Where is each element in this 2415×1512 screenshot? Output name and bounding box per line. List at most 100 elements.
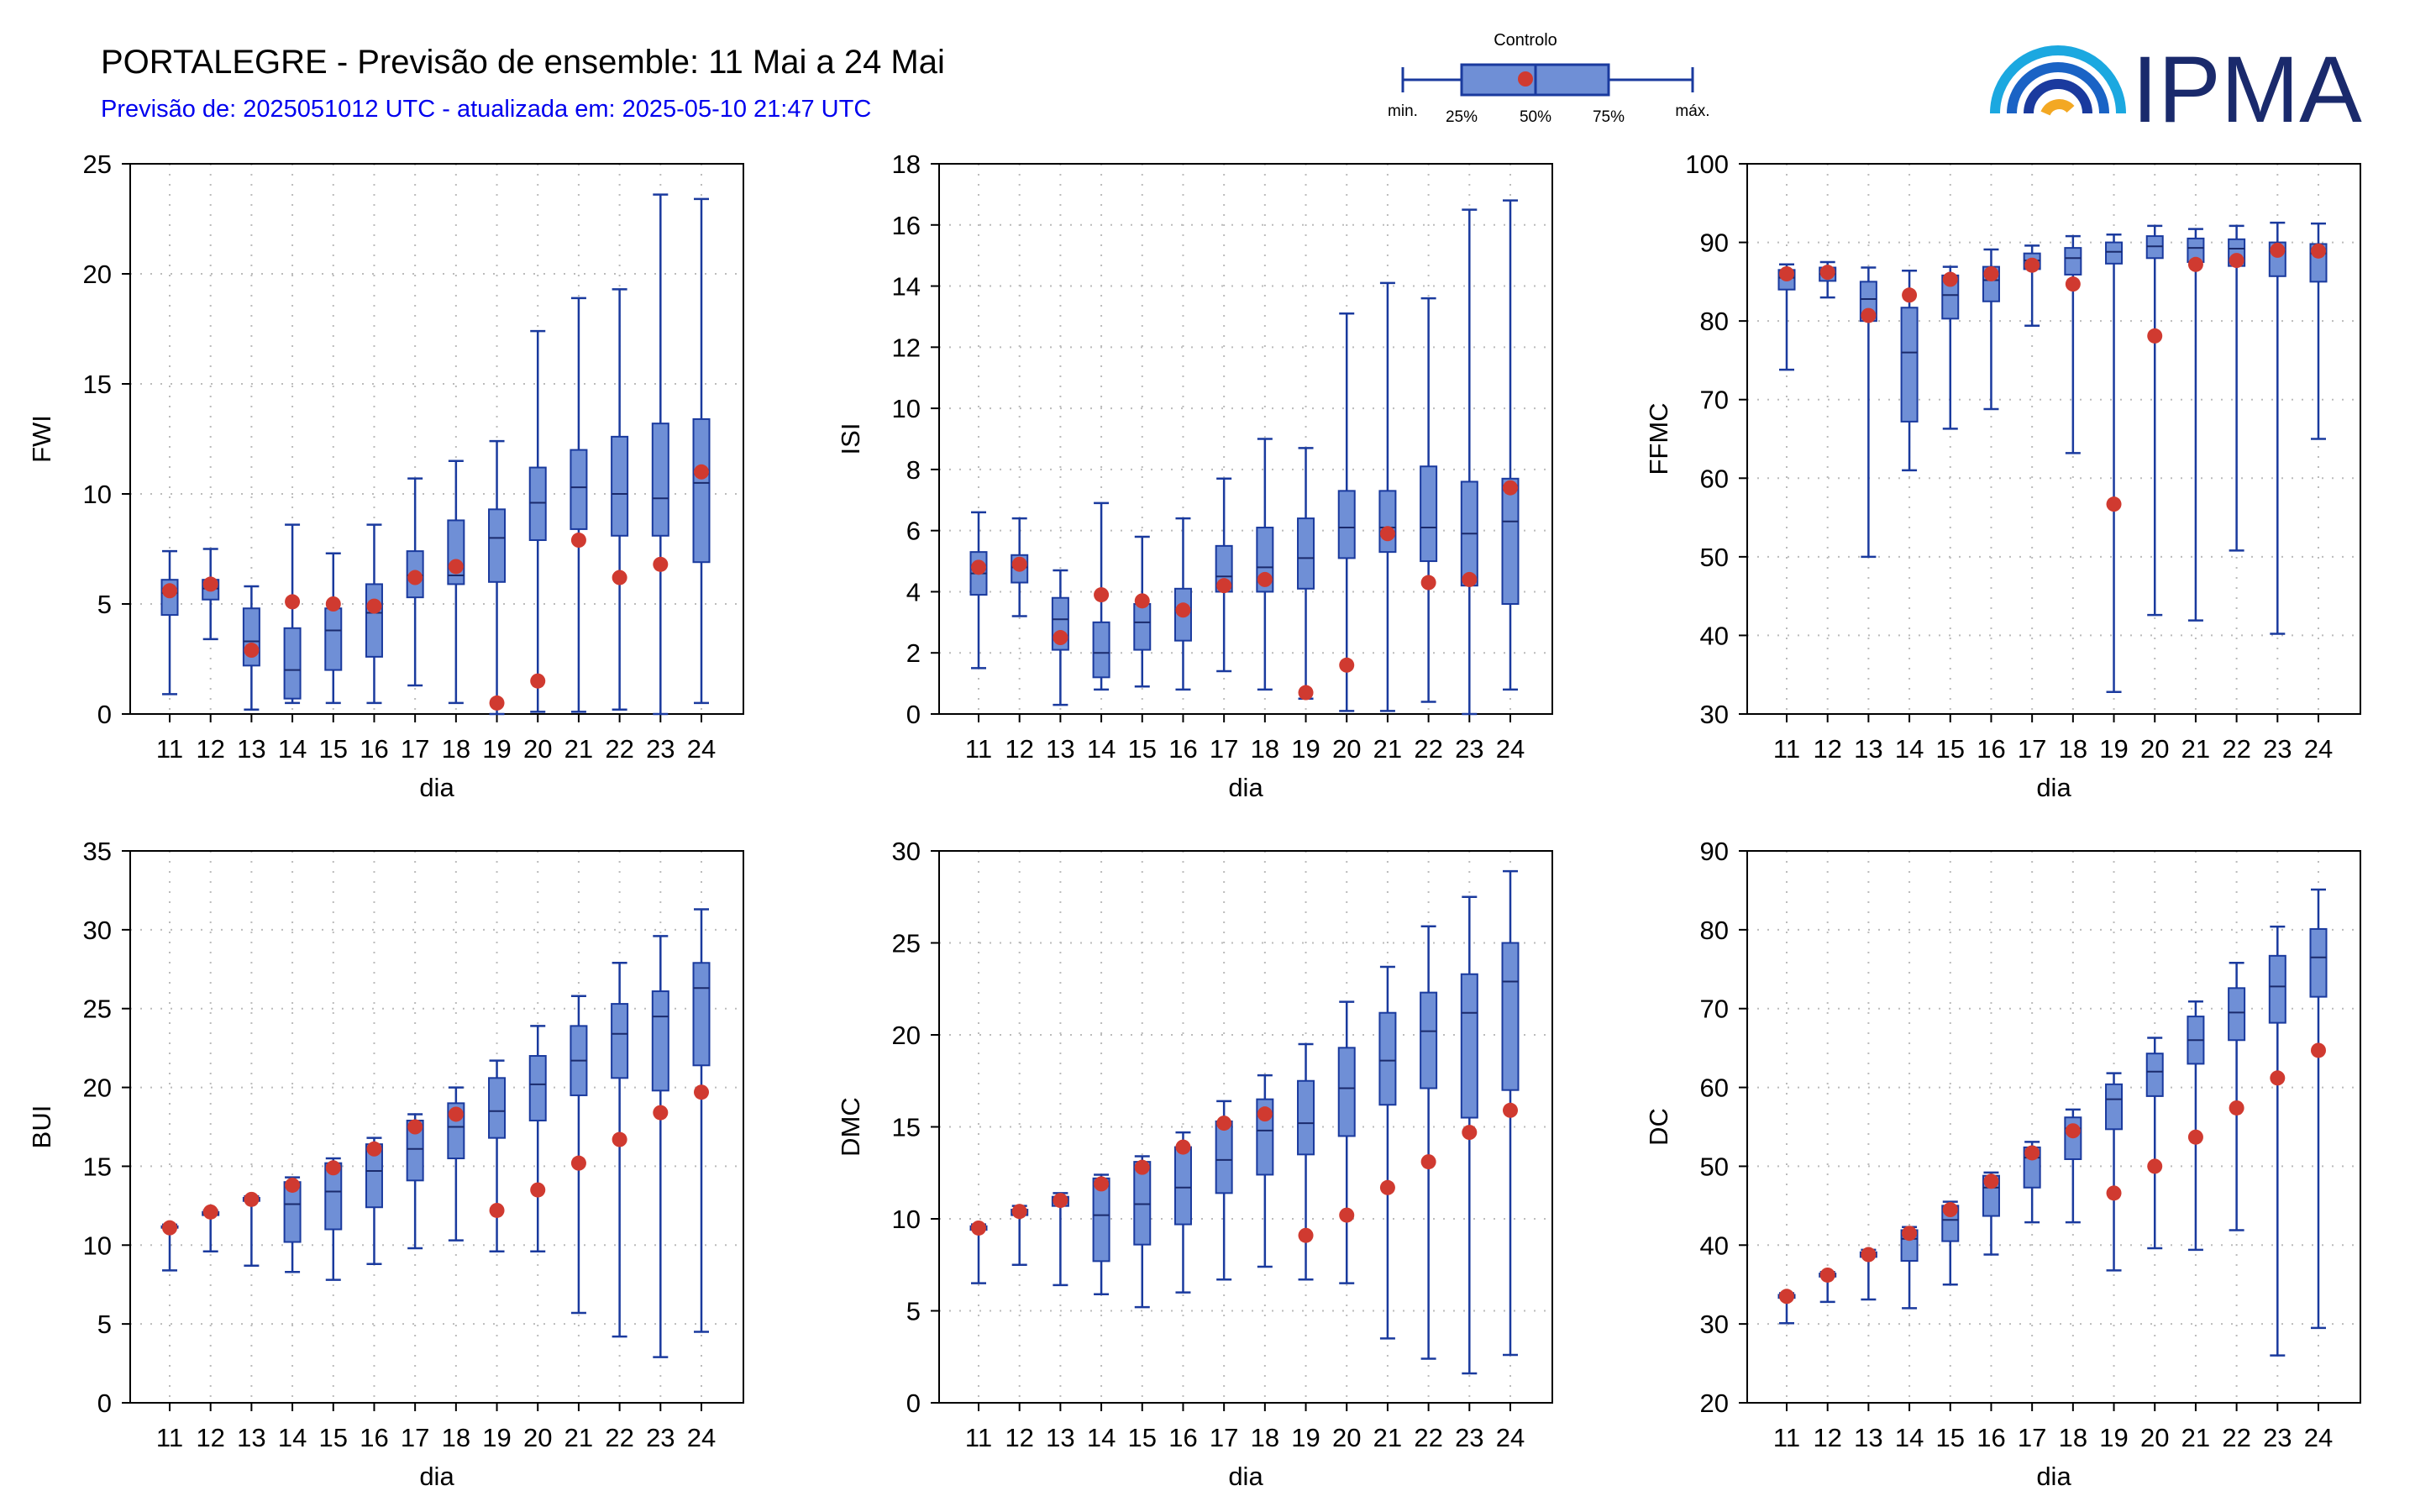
control-point [1779, 1289, 1794, 1305]
control-point [2024, 1145, 2040, 1161]
control-point [366, 598, 382, 614]
x-tick-label: 13 [1854, 1423, 1882, 1452]
control-point [1175, 602, 1191, 618]
control-point [1339, 1207, 1355, 1223]
x-tick-label: 12 [1813, 734, 1841, 764]
box [1460, 973, 1478, 1119]
box [692, 417, 711, 564]
control-point [1011, 556, 1027, 572]
x-tick-label: 15 [319, 1423, 348, 1452]
x-tick-label: 13 [1854, 734, 1882, 764]
box [1501, 477, 1520, 605]
x-tick-label: 18 [442, 1423, 470, 1452]
x-tick-label: 18 [1251, 734, 1279, 764]
chart-panel-ffmc: 30 40 50 60 70 80 90 100 11 12 13 14 15 16 17 18 19 20 21 2… [1644, 150, 2361, 802]
control-point [1379, 1179, 1395, 1195]
box [1051, 1195, 1069, 1207]
x-tick-label: 15 [1936, 734, 1965, 764]
control-point [971, 559, 986, 575]
y-tick-label: 20 [1700, 1389, 1729, 1418]
y-axis-label: FFMC [1644, 402, 1673, 475]
y-tick-label: 10 [892, 1205, 921, 1234]
box [1297, 517, 1315, 590]
box [969, 1225, 988, 1231]
y-tick-label: 100 [1685, 150, 1729, 179]
y-tick-label: 30 [83, 916, 112, 945]
control-point [653, 556, 669, 572]
box [1337, 1047, 1356, 1137]
control-point [1298, 1227, 1314, 1243]
control-point [1503, 480, 1518, 496]
control-point [1298, 685, 1314, 701]
x-tick-label: 13 [237, 734, 265, 764]
x-tick-label: 11 [1773, 734, 1800, 764]
control-point [285, 594, 301, 610]
x-tick-label: 24 [1496, 734, 1525, 764]
x-tick-label: 16 [360, 734, 388, 764]
control-point [1420, 575, 1436, 591]
x-tick-label: 13 [1046, 734, 1074, 764]
box [283, 627, 302, 700]
control-point [2147, 328, 2163, 344]
y-tick-label: 8 [906, 455, 921, 485]
x-tick-label: 18 [2059, 1423, 2087, 1452]
box [1501, 942, 1520, 1091]
y-axis-label: FWI [27, 415, 56, 463]
control-point [1257, 571, 1273, 587]
chart-panel-bui: 0 5 10 15 20 25 30 35 11 12 13 14 15 16 17 18 19 20 21 22 23… [27, 837, 744, 1491]
y-tick-label: 0 [906, 1389, 921, 1418]
control-point [530, 1182, 546, 1198]
x-axis-label: dia [1228, 773, 1263, 802]
control-point [1861, 1247, 1877, 1263]
box [651, 990, 669, 1092]
x-tick-label: 11 [156, 734, 183, 764]
control-point [202, 1204, 218, 1220]
box [1859, 281, 1877, 323]
y-tick-label: 6 [906, 517, 921, 546]
x-tick-label: 24 [687, 1423, 716, 1452]
y-tick-label: 10 [83, 480, 112, 509]
logo-text: IPMA [2132, 37, 2362, 134]
box [1460, 480, 1478, 587]
y-tick-label: 80 [1700, 916, 1729, 945]
legend-min-label: min. [1388, 102, 1418, 120]
x-tick-label: 16 [1977, 1423, 2005, 1452]
control-point [489, 695, 505, 711]
box-legend: Controlo min. 25% 50% 75% máx. [1388, 31, 1710, 126]
y-tick-label: 90 [1700, 837, 1729, 866]
x-tick-label: 23 [646, 734, 675, 764]
x-tick-label: 23 [1455, 734, 1483, 764]
control-point [244, 1191, 260, 1207]
control-point [1902, 287, 1918, 303]
control-point [2311, 1042, 2326, 1058]
y-tick-label: 20 [892, 1021, 921, 1050]
legend-p50-label: 50% [1520, 108, 1551, 126]
box [1378, 1011, 1397, 1106]
y-tick-label: 50 [1700, 543, 1729, 572]
box [2023, 252, 2041, 270]
box [1256, 527, 1274, 593]
control-point [2229, 253, 2244, 269]
box [1011, 1209, 1029, 1216]
x-tick-label: 22 [2222, 734, 2250, 764]
control-point [2024, 257, 2040, 273]
box [1941, 274, 1960, 320]
x-tick-label: 14 [278, 734, 307, 764]
y-tick-label: 30 [892, 837, 921, 866]
control-point [2065, 1123, 2081, 1139]
y-tick-label: 60 [1700, 1074, 1729, 1103]
box [1378, 490, 1397, 554]
control-point [1379, 526, 1395, 542]
y-tick-label: 5 [906, 1297, 921, 1326]
x-tick-label: 23 [2263, 1423, 2292, 1452]
control-point [1216, 578, 1232, 594]
box [1900, 307, 1919, 423]
box [202, 1210, 220, 1216]
y-tick-label: 5 [97, 1310, 112, 1339]
x-tick-label: 15 [1128, 1423, 1157, 1452]
x-tick-label: 11 [156, 1423, 183, 1452]
control-point [1094, 587, 1110, 603]
x-tick-label: 19 [2099, 1423, 2128, 1452]
control-point [694, 464, 709, 480]
